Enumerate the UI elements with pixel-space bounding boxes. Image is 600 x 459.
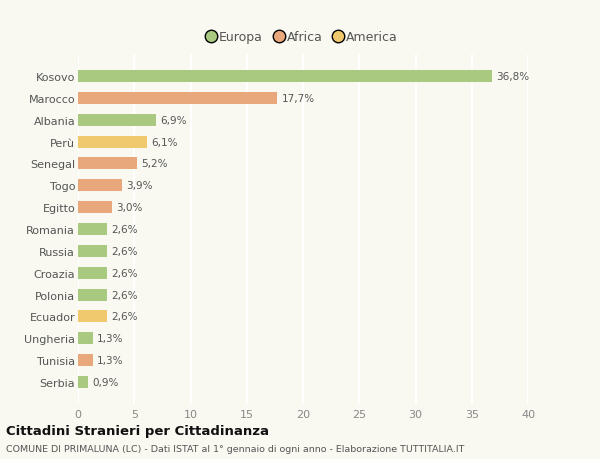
Bar (78, 289, 107, 301)
Text: 6,9%: 6,9% (160, 116, 187, 125)
Text: 1,3%: 1,3% (97, 334, 124, 343)
Bar (78, 245, 107, 257)
Bar (78, 71, 492, 83)
Text: 2,6%: 2,6% (112, 246, 138, 256)
Bar (78, 354, 92, 366)
Bar (78, 93, 277, 105)
Bar (78, 180, 122, 192)
Bar (78, 376, 88, 388)
Bar (78, 202, 112, 214)
Bar (78, 267, 107, 279)
Text: 2,6%: 2,6% (112, 224, 138, 235)
Text: COMUNE DI PRIMALUNA (LC) - Dati ISTAT al 1° gennaio di ogni anno - Elaborazione : COMUNE DI PRIMALUNA (LC) - Dati ISTAT al… (6, 444, 464, 453)
Legend: Europa, Africa, America: Europa, Africa, America (203, 27, 403, 50)
Text: 0,9%: 0,9% (92, 377, 119, 387)
Bar (78, 311, 107, 323)
Text: 3,0%: 3,0% (116, 203, 143, 213)
Text: Cittadini Stranieri per Cittadinanza: Cittadini Stranieri per Cittadinanza (6, 424, 269, 437)
Bar (78, 136, 146, 148)
Bar (78, 115, 155, 127)
Bar (78, 224, 107, 235)
Text: 1,3%: 1,3% (97, 355, 124, 365)
Bar (78, 158, 137, 170)
Text: 6,1%: 6,1% (151, 137, 178, 147)
Bar (78, 332, 92, 344)
Text: 5,2%: 5,2% (141, 159, 167, 169)
Text: 2,6%: 2,6% (112, 290, 138, 300)
Text: 2,6%: 2,6% (112, 268, 138, 278)
Text: 2,6%: 2,6% (112, 312, 138, 322)
Text: 36,8%: 36,8% (497, 72, 530, 82)
Text: 3,9%: 3,9% (127, 181, 153, 191)
Text: 17,7%: 17,7% (281, 94, 315, 104)
